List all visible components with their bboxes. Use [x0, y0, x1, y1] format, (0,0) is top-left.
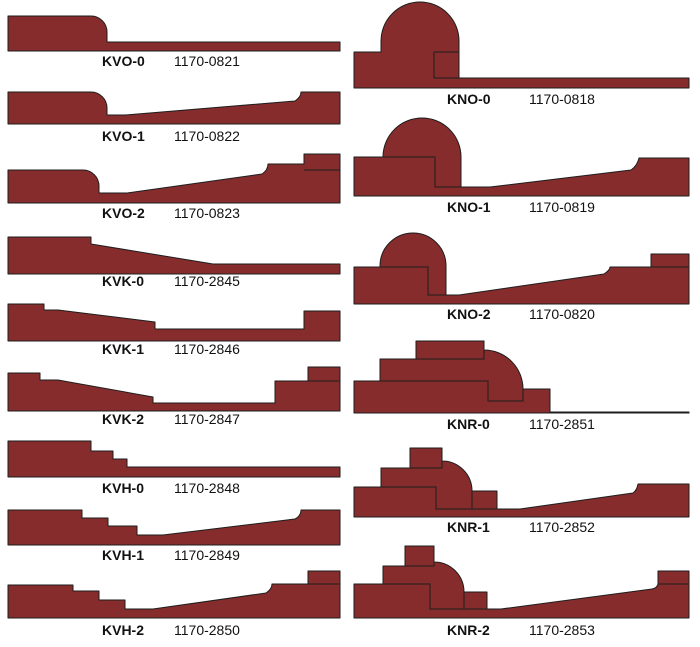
profile-knr-0 [353, 340, 690, 414]
part-number: 1170-2849 [174, 547, 240, 563]
part-number: 1170-2852 [529, 519, 595, 535]
profile-code: KVO-1 [102, 128, 145, 144]
label-knr-1: KNR-1 1170-2852 [447, 519, 595, 535]
profile-code: KNR-1 [447, 519, 490, 535]
profile-kno-2 [353, 232, 690, 305]
profile-code: KNO-0 [447, 91, 491, 107]
label-kno-0: KNO-0 1170-0818 [447, 91, 595, 107]
profile-kvo-1 [7, 91, 341, 125]
profile-code: KNR-0 [447, 416, 490, 432]
label-kvo-1: KVO-1 1170-0822 [102, 128, 240, 144]
part-number: 1170-0818 [529, 91, 595, 107]
profile-code: KNO-2 [447, 306, 491, 322]
part-number: 1170-2848 [174, 480, 240, 496]
profile-code: KVK-1 [102, 341, 145, 357]
part-number: 1170-2846 [174, 341, 240, 357]
profile-kvo-2 [7, 153, 341, 204]
label-kvk-1: KVK-1 1170-2846 [102, 341, 240, 357]
profile-knr-2 [353, 545, 690, 619]
part-number: 1170-0819 [529, 199, 595, 215]
profile-code: KVO-2 [102, 205, 145, 221]
label-knr-2: KNR-2 1170-2853 [447, 622, 595, 638]
profile-code: KVO-0 [102, 53, 145, 69]
label-kno-2: KNO-2 1170-0820 [447, 306, 595, 322]
profile-kvk-1 [7, 303, 341, 342]
part-number: 1170-2851 [529, 416, 595, 432]
label-knr-0: KNR-0 1170-2851 [447, 416, 595, 432]
part-number: 1170-2847 [174, 411, 240, 427]
part-number: 1170-0822 [174, 128, 240, 144]
profile-code: KVH-0 [102, 480, 145, 496]
profile-kvo-0 [7, 15, 341, 52]
profile-code: KVH-1 [102, 547, 145, 563]
profile-code: KVK-0 [102, 273, 145, 289]
label-kvk-2: KVK-2 1170-2847 [102, 411, 240, 427]
part-number: 1170-2850 [174, 622, 240, 638]
part-number: 1170-0820 [529, 306, 595, 322]
profile-knr-1 [353, 447, 690, 518]
profile-kvk-2 [7, 366, 341, 412]
part-number: 1170-2845 [174, 273, 240, 289]
profile-code: KNR-2 [447, 622, 490, 638]
profile-kno-0 [353, 1, 690, 89]
profile-code: KVK-2 [102, 411, 145, 427]
label-kvo-0: KVO-0 1170-0821 [102, 53, 240, 69]
label-kvk-0: KVK-0 1170-2845 [102, 273, 240, 289]
label-kvh-1: KVH-1 1170-2849 [102, 547, 240, 563]
label-kno-1: KNO-1 1170-0819 [447, 199, 595, 215]
profile-kvh-1 [7, 509, 341, 546]
profile-kvh-0 [7, 440, 341, 478]
profile-kvh-2 [7, 570, 341, 619]
part-number: 1170-0821 [174, 53, 240, 69]
label-kvh-2: KVH-2 1170-2850 [102, 622, 240, 638]
part-number: 1170-0823 [174, 205, 240, 221]
profile-kno-1 [353, 117, 690, 197]
profile-kvk-0 [7, 236, 341, 275]
profile-code: KNO-1 [447, 199, 491, 215]
label-kvh-0: KVH-0 1170-2848 [102, 480, 240, 496]
label-kvo-2: KVO-2 1170-0823 [102, 205, 240, 221]
part-number: 1170-2853 [529, 622, 595, 638]
profile-code: KVH-2 [102, 622, 145, 638]
